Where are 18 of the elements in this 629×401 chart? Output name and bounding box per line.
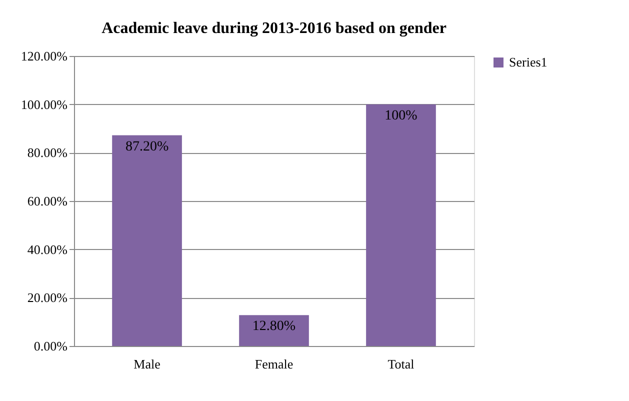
x-tick-label: Female: [254, 356, 294, 372]
y-tick-label: 100.00%: [20, 96, 68, 112]
data-label: 87.20%: [125, 139, 169, 154]
y-tick-label: 0.00%: [34, 338, 68, 354]
chart-title: Academic leave during 2013-2016 based on gender: [102, 20, 446, 37]
legend-label: Series1: [509, 54, 548, 70]
x-tick-label: Male: [134, 356, 161, 372]
y-tick-label: 40.00%: [27, 242, 68, 257]
bar: [239, 315, 309, 346]
x-tick-label: Total: [388, 356, 415, 372]
y-tick-label: 80.00%: [27, 145, 68, 160]
y-tick-label: 60.00%: [27, 194, 68, 208]
data-label: 12.80%: [252, 319, 296, 334]
y-tick-label: 20.00%: [27, 290, 68, 306]
bar: [366, 104, 436, 346]
y-tick-label: 120.00%: [20, 48, 68, 64]
data-label: 100%: [384, 108, 418, 124]
bar: [112, 135, 182, 346]
